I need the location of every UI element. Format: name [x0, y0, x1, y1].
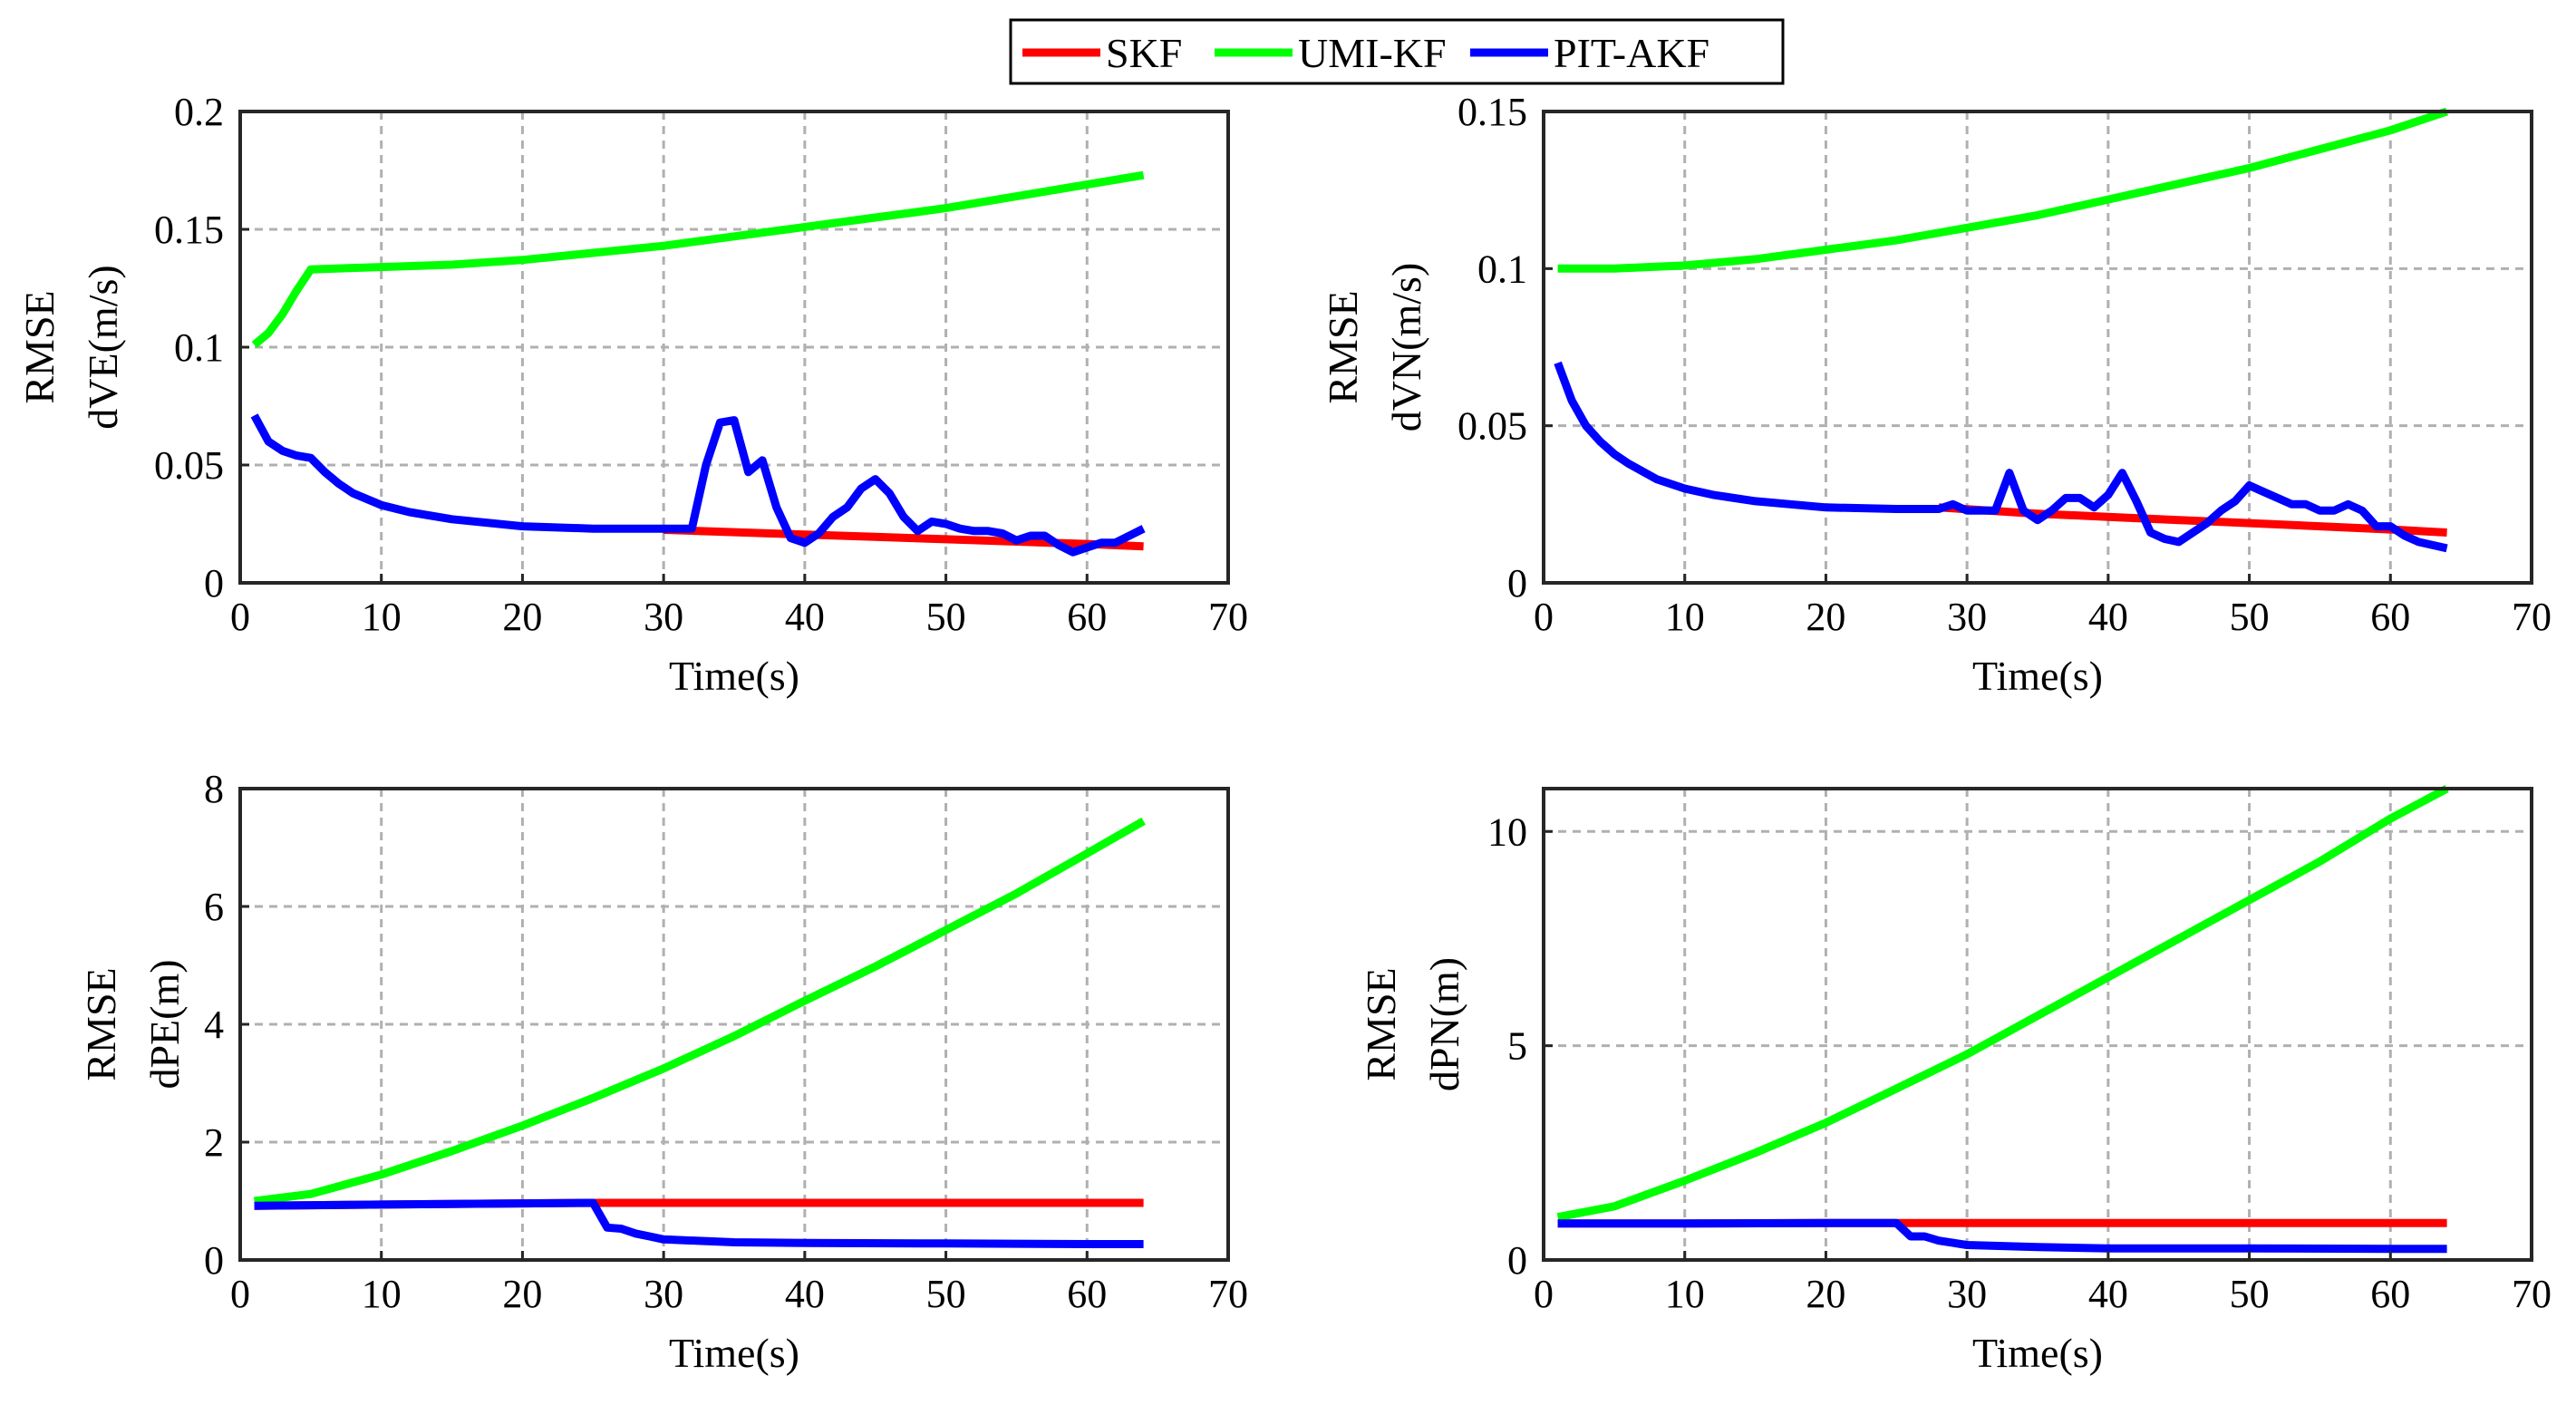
x-tick-label: 10 — [1665, 595, 1705, 639]
y-tick-label: 6 — [204, 885, 224, 929]
series-lines — [254, 817, 1146, 1248]
x-tick-label: 0 — [1534, 595, 1554, 639]
series-lines — [250, 170, 1146, 557]
x-tick-label: 60 — [1067, 595, 1107, 639]
y-axis-label-line1: RMSE — [1358, 967, 1404, 1080]
y-tick-label: 10 — [1487, 809, 1527, 854]
series-line-pit-akf — [254, 1198, 1144, 1248]
series-line-umi-kf — [1557, 107, 2449, 273]
x-tick-label: 20 — [502, 595, 542, 639]
legend-label-pit-akf: PIT-AKF — [1554, 30, 1709, 76]
x-tick-label: 30 — [644, 595, 683, 639]
x-axis-label: Time(s) — [669, 1330, 799, 1376]
y-tick-label: 0 — [204, 1238, 224, 1283]
plot-frame — [1542, 787, 2533, 1262]
y-axis-label-line2: dPN(m) — [1421, 957, 1467, 1091]
x-tick-label: 30 — [644, 1272, 683, 1316]
legend: SKF UMI-KF PIT-AKF — [1009, 18, 1785, 85]
x-tick-label: 20 — [1806, 595, 1845, 639]
legend-box — [1009, 18, 1785, 85]
series-line-pit-akf — [1554, 361, 2448, 553]
y-tick-label: 0 — [1507, 1238, 1527, 1283]
y-axis-label-line2: dVN(m/s) — [1383, 263, 1429, 432]
x-tick-label: 50 — [926, 1272, 966, 1316]
x-tick-label: 50 — [2230, 595, 2270, 639]
x-tick-label: 0 — [230, 1272, 250, 1316]
x-tick-label: 30 — [1947, 595, 1987, 639]
grid — [240, 111, 1228, 583]
grid — [240, 789, 1228, 1260]
series-lines — [1554, 107, 2449, 553]
series-line-skf — [663, 526, 1144, 551]
y-tick-label: 0.2 — [174, 90, 224, 134]
y-axis-label-line1: RMSE — [1320, 290, 1366, 403]
y-tick-label: 0.05 — [1457, 404, 1527, 449]
x-tick-label: 10 — [1665, 1272, 1705, 1316]
x-tick-label: 50 — [2230, 1272, 2270, 1316]
x-tick-label: 20 — [1806, 1272, 1845, 1316]
series-lines — [1556, 785, 2449, 1254]
y-tick-label: 5 — [1507, 1024, 1527, 1069]
x-tick-label: 50 — [926, 595, 966, 639]
y-tick-label: 0.15 — [1457, 90, 1527, 134]
x-axis-label: Time(s) — [1972, 1330, 2103, 1376]
y-tick-label: 8 — [204, 767, 224, 811]
x-axis-label: Time(s) — [1972, 653, 2103, 699]
x-tick-label: 70 — [2512, 1272, 2552, 1316]
x-tick-label: 40 — [2088, 595, 2128, 639]
y-tick-label: 0.1 — [174, 325, 224, 370]
x-tick-label: 20 — [502, 1272, 542, 1316]
y-tick-label: 0 — [204, 561, 224, 606]
y-axis-label-line2: dPE(m) — [141, 959, 188, 1089]
series-line-pit-akf — [250, 413, 1146, 557]
grid — [1544, 789, 2532, 1260]
series-line-pit-akf — [1557, 1218, 2447, 1254]
x-tick-label: 70 — [1208, 595, 1248, 639]
legend-label-umi-kf: UMI-KF — [1298, 30, 1447, 76]
x-tick-label: 40 — [2088, 1272, 2128, 1316]
subplot-dpe: 0 10 20 30 40 50 60 70 0 2 4 6 8 Time(s) RMSE dPE(m) — [78, 767, 1248, 1376]
x-tick-label: 40 — [785, 1272, 825, 1316]
x-tick-label: 0 — [1534, 1272, 1554, 1316]
x-tick-label: 60 — [1067, 1272, 1107, 1316]
y-axis-label-line1: RMSE — [16, 290, 63, 403]
x-tick-label: 70 — [2512, 595, 2552, 639]
plot-frame — [1542, 110, 2533, 585]
legend-label-skf: SKF — [1106, 30, 1182, 76]
y-tick-label: 4 — [204, 1003, 224, 1047]
tick-labels: 0 10 20 30 40 50 60 70 0 5 10 — [1487, 809, 2552, 1316]
y-tick-label: 0.1 — [1477, 247, 1527, 291]
x-tick-label: 30 — [1947, 1272, 1987, 1316]
tick-labels: 0 10 20 30 40 50 60 70 0 0.05 0.1 0.15 0.2 — [154, 90, 1248, 639]
tick-labels: 0 10 20 30 40 50 60 70 0 2 4 6 8 — [204, 767, 1248, 1316]
series-line-umi-kf — [1556, 785, 2449, 1222]
series-line-umi-kf — [254, 817, 1146, 1206]
subplot-dpn: 0 10 20 30 40 50 60 70 0 5 10 Time(s) RMSE dPN(m) — [1358, 785, 2552, 1376]
y-tick-label: 0.05 — [154, 443, 224, 488]
x-tick-label: 0 — [230, 595, 250, 639]
x-tick-label: 40 — [785, 595, 825, 639]
y-tick-label: 2 — [204, 1120, 224, 1165]
x-tick-label: 60 — [2370, 1272, 2410, 1316]
y-tick-label: 0 — [1507, 561, 1527, 606]
x-tick-label: 60 — [2370, 595, 2410, 639]
y-tick-label: 0.15 — [154, 208, 224, 252]
x-tick-label: 10 — [362, 1272, 402, 1316]
subplot-dve: 0 10 20 30 40 50 60 70 0 0.05 0.1 0.15 0.2 Time(s) R… — [16, 90, 1248, 699]
x-axis-label: Time(s) — [669, 653, 799, 699]
tick-labels: 0 10 20 30 40 50 60 70 0 0.05 0.1 0.15 — [1457, 90, 2552, 639]
y-axis-label-line1: RMSE — [78, 967, 124, 1080]
series-line-umi-kf — [251, 170, 1145, 348]
subplot-dvn: 0 10 20 30 40 50 60 70 0 0.05 0.1 0.15 Time(s) RMSE… — [1320, 90, 2552, 699]
y-axis-label-line2: dVE(m/s) — [80, 265, 126, 429]
x-tick-label: 70 — [1208, 1272, 1248, 1316]
x-tick-label: 10 — [362, 595, 402, 639]
